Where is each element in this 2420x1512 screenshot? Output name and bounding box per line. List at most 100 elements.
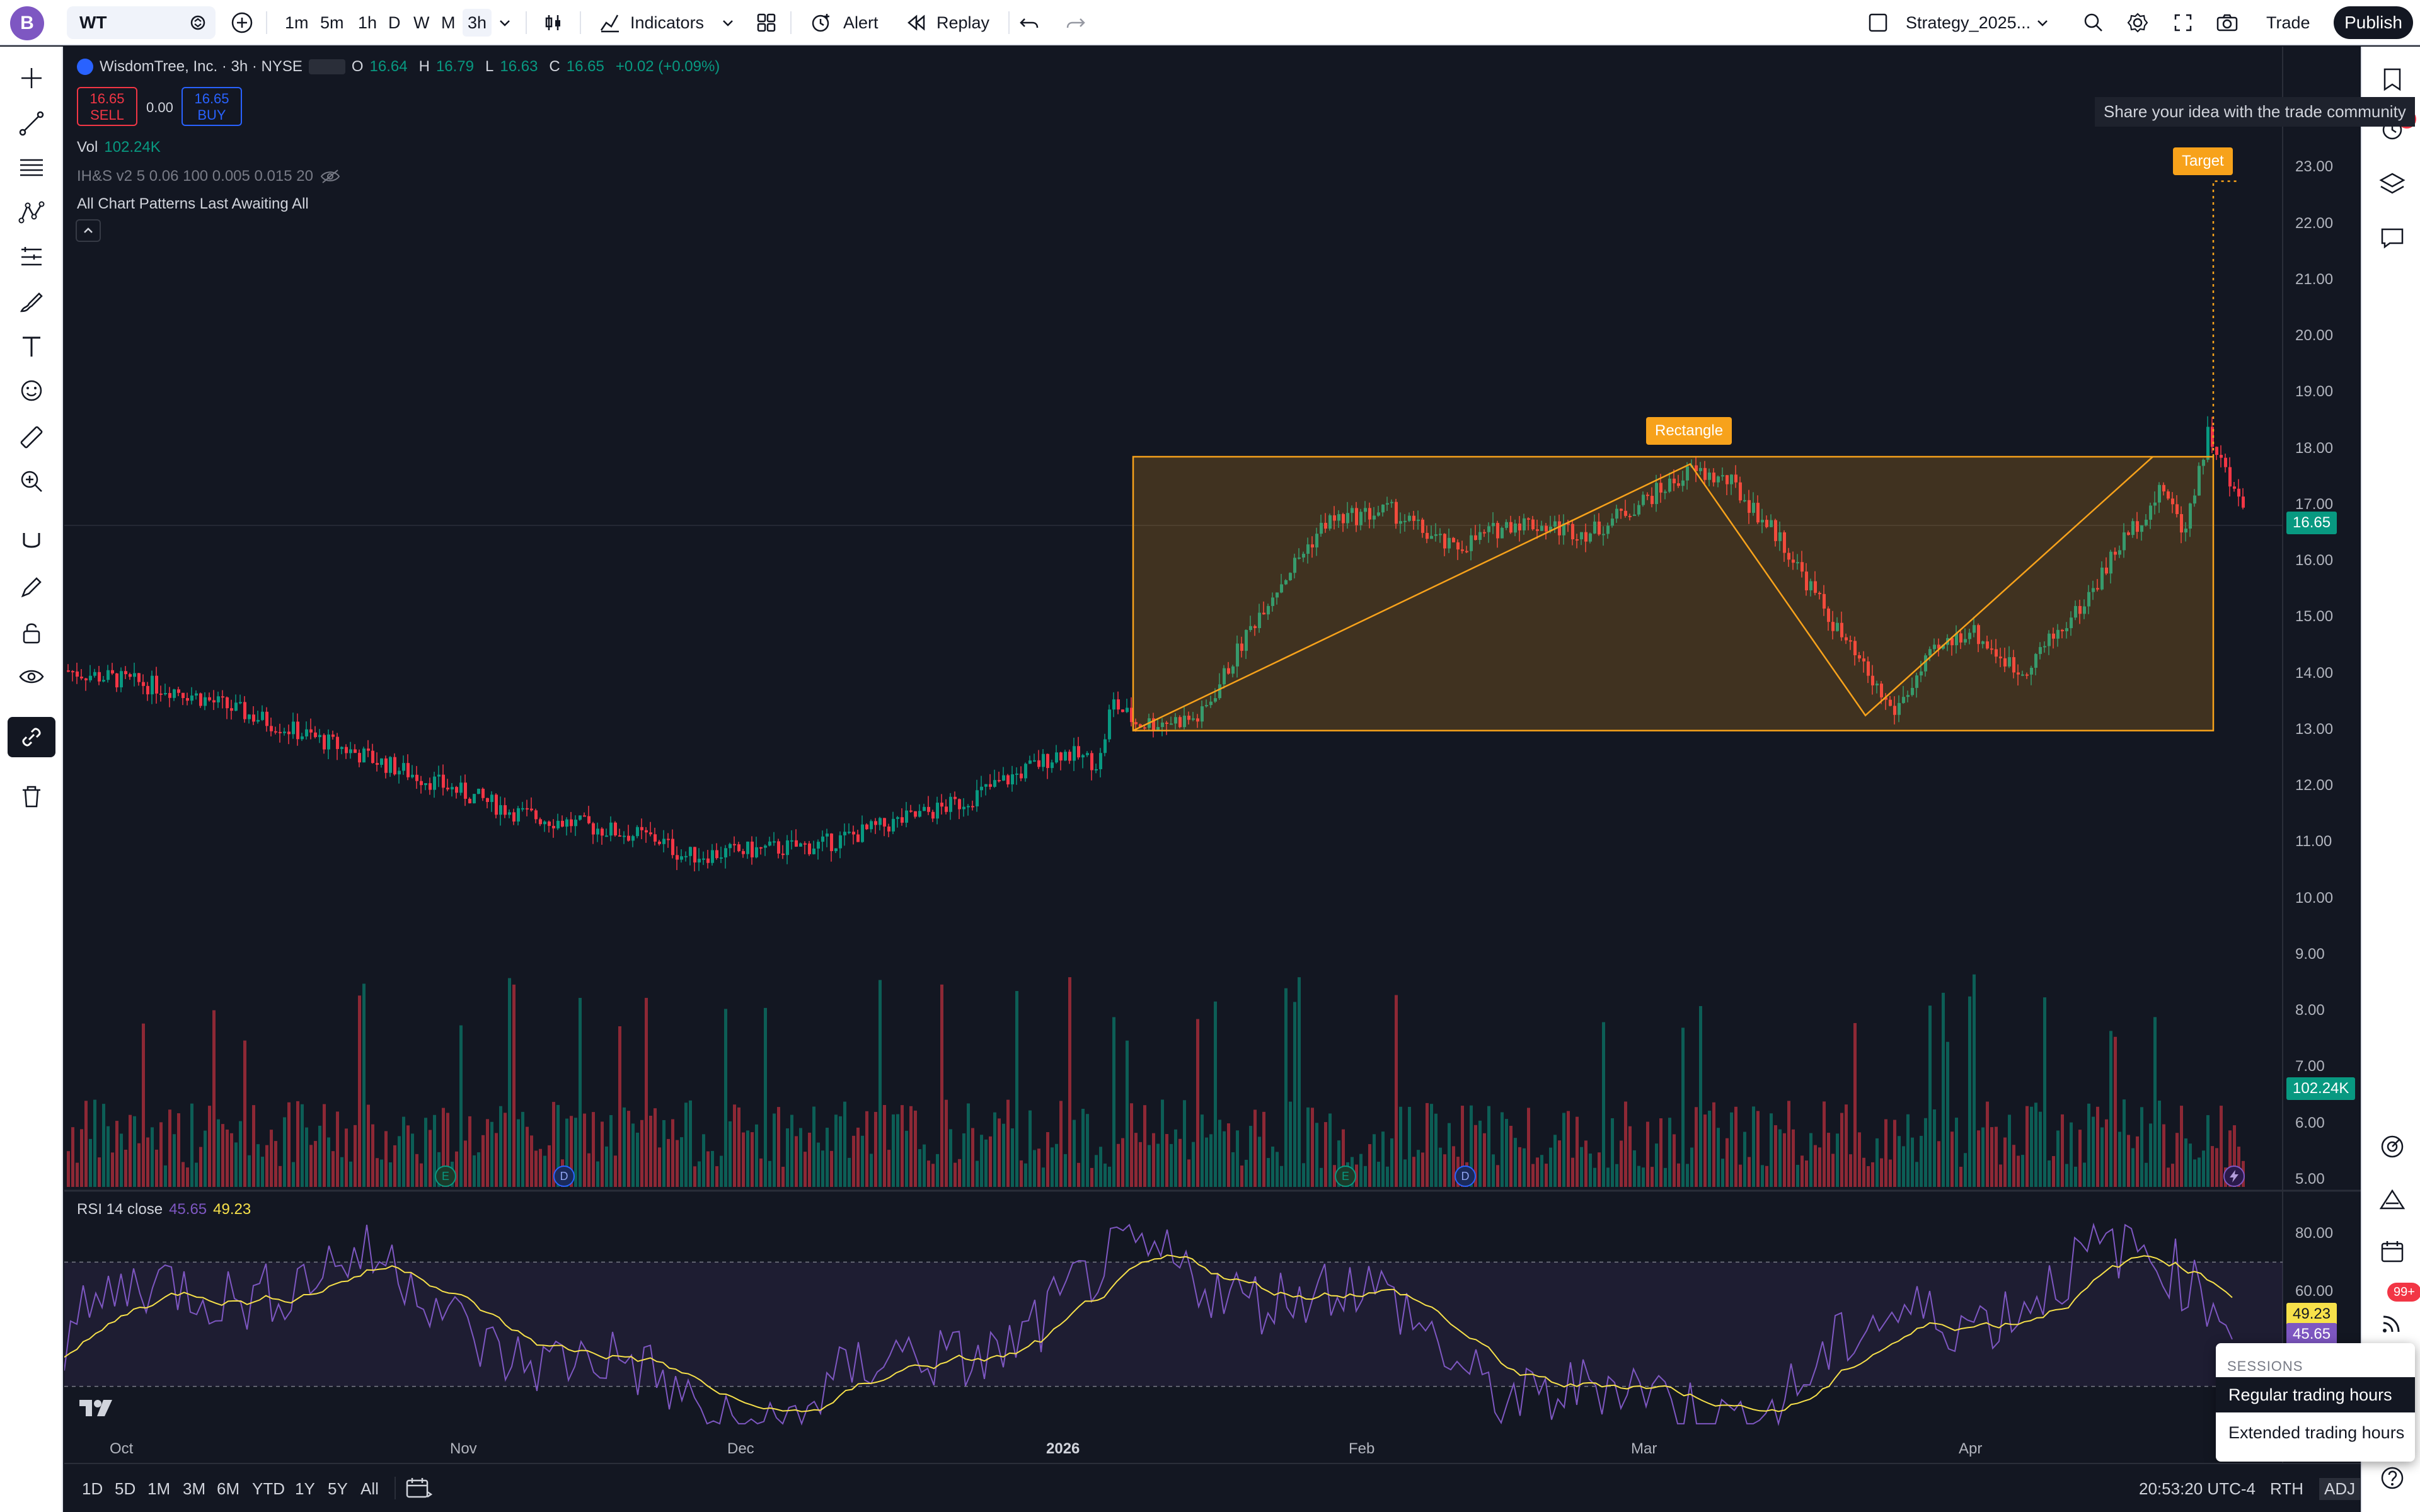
link-tool-active[interactable]	[8, 717, 55, 757]
templates-icon[interactable]	[754, 10, 779, 35]
alert-button[interactable]: Alert	[843, 13, 879, 32]
quick-search-icon[interactable]	[2081, 10, 2106, 35]
interval-1h[interactable]: 1h	[358, 13, 377, 32]
alarm-clock-icon[interactable]	[808, 10, 833, 35]
user-avatar[interactable]: B	[10, 6, 44, 40]
trend-line-icon[interactable]	[16, 108, 47, 139]
tradingview-logo[interactable]	[78, 1395, 118, 1420]
rectangle-pattern-label[interactable]: Rectangle	[1646, 417, 1732, 445]
candle-body	[940, 803, 943, 807]
interval-5m[interactable]: 5m	[320, 13, 344, 32]
trade-button[interactable]: Trade	[2266, 13, 2310, 32]
notifications-icon[interactable]	[2377, 1308, 2407, 1338]
session-option-extended[interactable]: Extended trading hours	[2228, 1423, 2405, 1442]
layout-name[interactable]: Strategy_2025...	[1906, 13, 2031, 32]
symbol-search[interactable]: WT	[67, 6, 216, 39]
text-icon[interactable]	[16, 331, 47, 362]
earnings-marker[interactable]: E	[1335, 1166, 1356, 1187]
earnings-marker[interactable]: E	[435, 1166, 456, 1187]
ideas-icon[interactable]	[2377, 1184, 2407, 1215]
ruler-icon[interactable]	[16, 422, 47, 452]
camera-icon[interactable]	[2215, 10, 2240, 35]
dividend-marker[interactable]: D	[553, 1166, 575, 1187]
patterns-legend[interactable]: All Chart Patterns Last Awaiting All	[77, 195, 309, 212]
range-6m[interactable]: 6M	[217, 1479, 240, 1498]
interval-1m[interactable]: 1m	[285, 13, 309, 32]
publish-button[interactable]: Publish	[2334, 6, 2413, 39]
emoji-icon[interactable]	[16, 375, 47, 406]
target-label[interactable]: Target	[2173, 147, 2233, 175]
chevron-down-icon[interactable]	[2033, 10, 2052, 35]
zoom-in-icon[interactable]	[16, 466, 47, 496]
watchlist-icon[interactable]	[2377, 64, 2407, 94]
indicators-icon[interactable]	[597, 10, 623, 35]
magnet-icon[interactable]	[16, 527, 47, 557]
range-1m[interactable]: 1M	[147, 1479, 171, 1498]
eye-hidden-icon[interactable]	[320, 169, 341, 184]
volume-bar	[1002, 1123, 1005, 1187]
exchange-icon[interactable]	[189, 14, 207, 32]
rsi-legend[interactable]: RSI 14 close 45.65 49.23	[77, 1201, 251, 1218]
layout-square-icon[interactable]	[1865, 10, 1891, 35]
replay-button[interactable]: Replay	[936, 13, 990, 32]
ihs-indicator-legend[interactable]: IH&S v2 5 0.06 100 0.005 0.015 20	[77, 168, 341, 185]
dividend-marker[interactable]: D	[1455, 1166, 1476, 1187]
lock-icon[interactable]	[16, 617, 47, 648]
chevron-down-icon[interactable]	[718, 10, 737, 35]
range-1y[interactable]: 1Y	[295, 1479, 315, 1498]
range-all[interactable]: All	[360, 1479, 379, 1498]
clock-timezone[interactable]: 20:53:20 UTC-4	[2139, 1479, 2256, 1498]
compare-plus-icon[interactable]	[229, 10, 255, 35]
undo-icon[interactable]	[1017, 10, 1042, 35]
volume-legend[interactable]: Vol 102.24K	[77, 139, 161, 156]
candle-body	[2025, 674, 2029, 676]
range-5d[interactable]: 5D	[115, 1479, 136, 1498]
range-3m[interactable]: 3M	[183, 1479, 206, 1498]
volume-bar	[601, 1121, 604, 1187]
eye-icon[interactable]	[16, 662, 47, 692]
interval-3h[interactable]: 3h	[463, 9, 492, 37]
interval-d[interactable]: D	[388, 13, 401, 32]
range-5y[interactable]: 5Y	[328, 1479, 348, 1498]
replay-icon[interactable]	[904, 10, 929, 35]
goto-date-icon[interactable]	[405, 1475, 432, 1501]
pattern-icon[interactable]	[16, 198, 47, 228]
range-ytd[interactable]: YTD	[252, 1479, 285, 1498]
trash-icon[interactable]	[16, 781, 47, 811]
prediction-icon[interactable]	[16, 242, 47, 272]
collapse-legend-button[interactable]	[76, 219, 101, 242]
interval-w[interactable]: W	[413, 13, 430, 32]
candle-body	[389, 757, 392, 773]
fib-retracement-icon[interactable]	[16, 152, 47, 183]
legend-toggle[interactable]	[308, 59, 345, 74]
layers-icon[interactable]	[2377, 169, 2407, 199]
candles-icon[interactable]	[541, 10, 566, 35]
interval-m[interactable]: M	[441, 13, 456, 32]
adj-button[interactable]: ADJ	[2319, 1478, 2361, 1500]
help-icon[interactable]	[2377, 1463, 2407, 1493]
indicators-button[interactable]: Indicators	[630, 13, 705, 32]
chat-icon[interactable]	[2377, 223, 2407, 253]
fullscreen-icon[interactable]	[2170, 10, 2196, 35]
brush-icon[interactable]	[16, 287, 47, 318]
candle-body	[587, 816, 591, 823]
target-icon[interactable]	[2377, 1131, 2407, 1162]
stay-drawing-icon[interactable]	[16, 572, 47, 602]
legend-title[interactable]: WisdomTree, Inc. · 3h · NYSE	[100, 58, 302, 75]
range-1d[interactable]: 1D	[82, 1479, 103, 1498]
lightning-marker[interactable]	[2223, 1166, 2245, 1187]
candle-body	[433, 776, 436, 790]
settings-gear-icon[interactable]	[2125, 10, 2150, 35]
buy-button[interactable]: 16.65 BUY	[182, 87, 242, 126]
session-option-regular[interactable]: Regular trading hours	[2216, 1377, 2415, 1412]
redo-icon[interactable]	[1063, 10, 1088, 35]
session-rth-button[interactable]: RTH	[2270, 1479, 2303, 1498]
volume-bar	[1218, 1120, 1221, 1187]
candle-body	[874, 821, 877, 825]
chevron-down-icon[interactable]	[495, 10, 514, 35]
chart-area[interactable]: WisdomTree, Inc. · 3h · NYSE O 16.64 H 16.…	[64, 47, 2415, 1463]
calendar-icon[interactable]	[2377, 1236, 2407, 1266]
sell-button[interactable]: 16.65 SELL	[77, 87, 137, 126]
chart-canvas[interactable]	[64, 47, 2361, 1463]
crosshair-icon[interactable]	[16, 63, 47, 93]
